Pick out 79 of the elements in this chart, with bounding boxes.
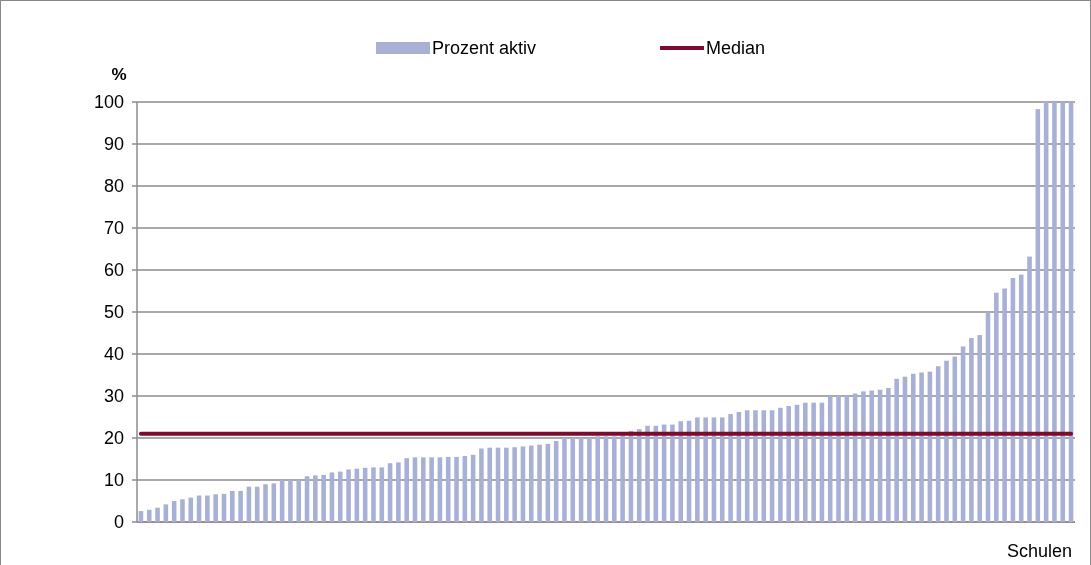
bar <box>379 467 385 522</box>
bar <box>230 490 235 522</box>
bar <box>836 396 841 522</box>
bar <box>811 402 816 522</box>
bar <box>719 417 725 522</box>
bar <box>670 424 675 522</box>
bar <box>620 435 625 522</box>
y-tick-label: 0 <box>113 512 124 533</box>
bar <box>919 372 924 522</box>
bar <box>562 438 567 522</box>
bar <box>969 338 974 522</box>
bar <box>404 458 409 522</box>
bar <box>910 373 916 522</box>
bar <box>528 445 534 522</box>
bar <box>944 360 949 522</box>
bar <box>977 335 982 522</box>
bar <box>645 425 650 522</box>
bar <box>487 447 493 522</box>
bar <box>421 457 426 522</box>
y-tick-label: 70 <box>103 218 124 239</box>
bar <box>1002 288 1007 522</box>
bar <box>703 417 708 522</box>
y-tick-label: 20 <box>103 428 124 449</box>
bar <box>753 410 758 522</box>
bar <box>479 448 484 522</box>
bar <box>180 499 185 522</box>
bar <box>595 436 600 522</box>
y-tick-label: 30 <box>103 386 124 407</box>
bar <box>454 456 459 522</box>
y-tick-label: 40 <box>103 344 124 365</box>
bar <box>803 402 808 522</box>
bar <box>869 390 875 522</box>
bar <box>296 480 302 522</box>
y-tick-label: 90 <box>103 134 124 155</box>
y-tick-label: 60 <box>103 260 124 281</box>
bar <box>886 388 891 522</box>
bar <box>504 447 509 522</box>
bar <box>213 494 218 522</box>
legend-label: Median <box>706 38 766 59</box>
y-tick-label: 80 <box>103 176 124 197</box>
bar <box>1018 274 1024 522</box>
bar <box>695 417 700 522</box>
bar <box>188 497 194 522</box>
x-axis-title: Schulen <box>1006 541 1072 561</box>
bar <box>1027 256 1032 522</box>
y-tick-label: 10 <box>103 470 124 491</box>
bar <box>778 407 783 522</box>
y-tick-label: 100 <box>93 92 124 113</box>
y-tick-label: 50 <box>103 302 124 323</box>
bar <box>636 429 642 522</box>
bar <box>570 438 576 522</box>
bar <box>537 444 542 522</box>
bar <box>429 457 434 522</box>
bar <box>512 447 517 522</box>
bar <box>313 475 318 522</box>
bar <box>146 509 152 522</box>
bar <box>894 378 899 522</box>
bar <box>321 474 326 522</box>
bar <box>205 495 210 522</box>
bar <box>994 292 999 522</box>
bar <box>263 484 268 522</box>
bar <box>678 421 684 522</box>
bar <box>396 462 401 522</box>
bar <box>155 507 160 522</box>
bar <box>728 414 733 522</box>
bar <box>238 490 243 522</box>
bar <box>337 471 343 522</box>
bar <box>371 467 376 522</box>
y-axis-title: % <box>111 65 127 84</box>
bar <box>827 396 833 522</box>
legend-label: Prozent aktiv <box>432 38 537 59</box>
bar <box>288 480 293 522</box>
bar <box>786 406 791 522</box>
bar <box>612 436 617 522</box>
bar <box>587 438 592 522</box>
bar <box>1060 102 1066 522</box>
bar <box>346 469 351 522</box>
bar <box>861 391 866 522</box>
bar <box>1052 102 1057 522</box>
